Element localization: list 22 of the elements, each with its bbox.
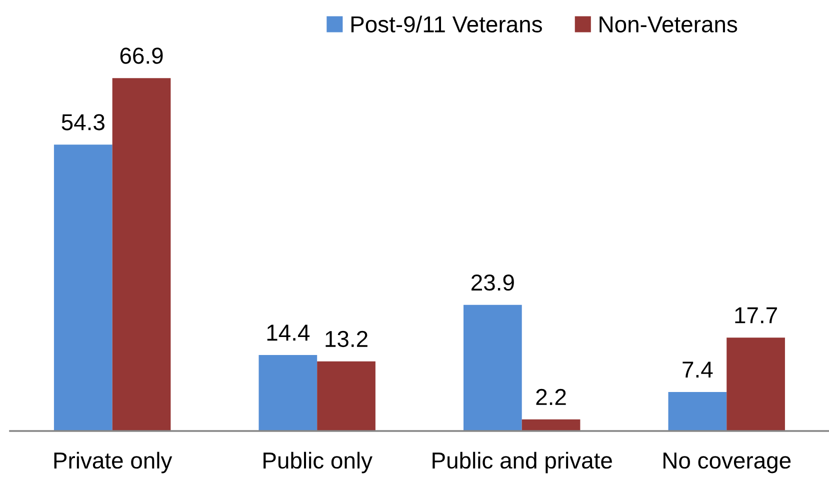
data-label: 2.2 [536,388,566,405]
data-label: 66.9 [120,48,163,64]
bar [668,392,727,431]
data-label: 17.7 [735,307,777,324]
x-tick-label: Public only [264,452,372,474]
data-label: 23.9 [472,274,514,291]
data-label: 13.2 [326,330,368,348]
data-label: 7.4 [682,362,713,378]
data-label: 54.3 [62,114,104,130]
legend-label: Post-9/11 Veterans [351,16,542,32]
data-label: 14.4 [267,324,310,341]
x-tick-label: Private only [54,452,172,474]
bar [54,144,112,431]
bar [464,304,522,431]
bar [317,361,376,431]
bar [112,78,171,431]
bar [258,355,318,431]
x-tick-label: Public and private [432,452,612,474]
bar [726,338,785,431]
x-tick-label: No coverage [664,452,791,474]
bar [522,419,580,431]
legend-label: Non-Veterans [600,16,738,32]
